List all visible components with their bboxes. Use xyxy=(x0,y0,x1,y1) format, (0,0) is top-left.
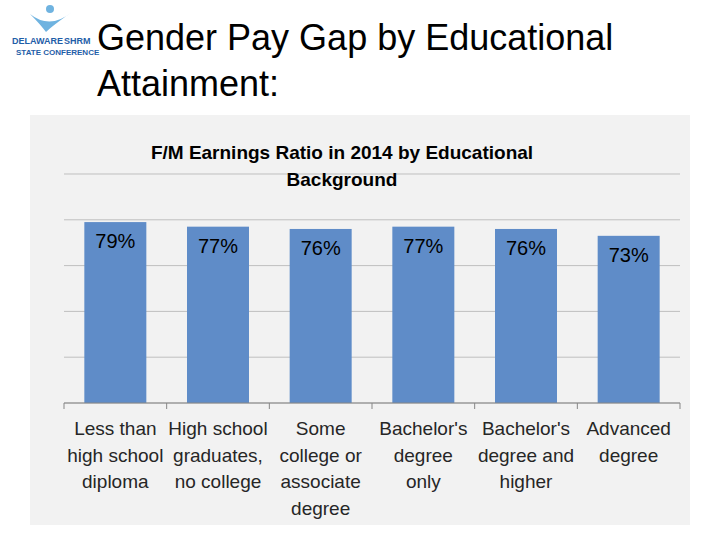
text-line: Advanced xyxy=(586,418,671,439)
data-label: 73% xyxy=(609,244,649,266)
text-line: F/M Earnings Ratio in 2014 by Educationa… xyxy=(151,142,533,163)
data-label: 79% xyxy=(95,230,135,252)
bar xyxy=(84,222,146,403)
text-line: only xyxy=(406,471,441,492)
logo-text: SHRM xyxy=(64,36,91,46)
grid-line xyxy=(64,219,680,220)
text-line: degree xyxy=(394,445,453,466)
bars xyxy=(84,222,659,403)
x-tick xyxy=(577,403,578,409)
text-line: degree xyxy=(291,498,350,519)
logo-text: STATE CONFERENCE xyxy=(16,48,100,57)
text-line: Attainment: xyxy=(97,63,279,104)
text-line: Some xyxy=(296,418,346,439)
data-label: 77% xyxy=(198,235,238,257)
chart-title: F/M Earnings Ratio in 2014 by Educationa… xyxy=(151,142,533,190)
bar xyxy=(598,236,660,403)
text-line: Gender Pay Gap by Educational xyxy=(97,17,613,58)
text-line: higher xyxy=(500,471,553,492)
text-line: no college xyxy=(175,471,262,492)
text-line: associate xyxy=(281,471,361,492)
category-label: Advanced degree xyxy=(586,418,671,466)
grid-line xyxy=(64,357,680,358)
text-line: Bachelor's xyxy=(379,418,467,439)
x-tick xyxy=(166,403,167,409)
category-label: Some college or associate degree xyxy=(279,418,362,519)
logo-figure xyxy=(30,12,72,32)
text-line: graduates, xyxy=(173,445,263,466)
text-line: degree and xyxy=(478,445,574,466)
data-label: 76% xyxy=(506,237,546,259)
category-label: Bachelor's degree only xyxy=(379,418,467,492)
slide-title: Gender Pay Gap by Educational Attainment: xyxy=(97,17,613,104)
x-tick xyxy=(474,403,475,409)
text-line: diploma xyxy=(82,471,149,492)
logo-text: DELAWARE xyxy=(12,36,63,46)
text-line: high school xyxy=(67,445,163,466)
chart-background xyxy=(30,115,690,525)
x-tick xyxy=(680,403,681,409)
text-line: Less than xyxy=(74,418,156,439)
data-label: 77% xyxy=(403,235,443,257)
bar xyxy=(290,229,352,403)
bar xyxy=(392,227,454,403)
bar xyxy=(187,227,249,403)
text-line: Background xyxy=(287,169,398,190)
grid-line xyxy=(64,311,680,312)
category-label: Less than high school diploma xyxy=(67,418,163,492)
slide: DELAWARESHRM STATE CONFERENCEGender Pay G… xyxy=(0,0,720,540)
text-line: Bachelor's xyxy=(482,418,570,439)
text-line: degree xyxy=(599,445,658,466)
data-label: 76% xyxy=(301,237,341,259)
grid-line xyxy=(64,265,680,266)
x-tick xyxy=(372,403,373,409)
text-line: college or xyxy=(279,445,362,466)
logo: DELAWARESHRM STATE CONFERENCE xyxy=(12,5,100,57)
bar xyxy=(495,229,557,403)
category-label: High school graduates, no college xyxy=(168,418,267,492)
category-label: Bachelor's degree and higher xyxy=(478,418,574,492)
logo-head xyxy=(46,5,54,13)
data-labels: 79% 77% 76% 77% 76% 73% xyxy=(95,230,649,266)
text-line: High school xyxy=(168,418,267,439)
x-tick xyxy=(269,403,270,409)
x-tick xyxy=(64,403,65,409)
